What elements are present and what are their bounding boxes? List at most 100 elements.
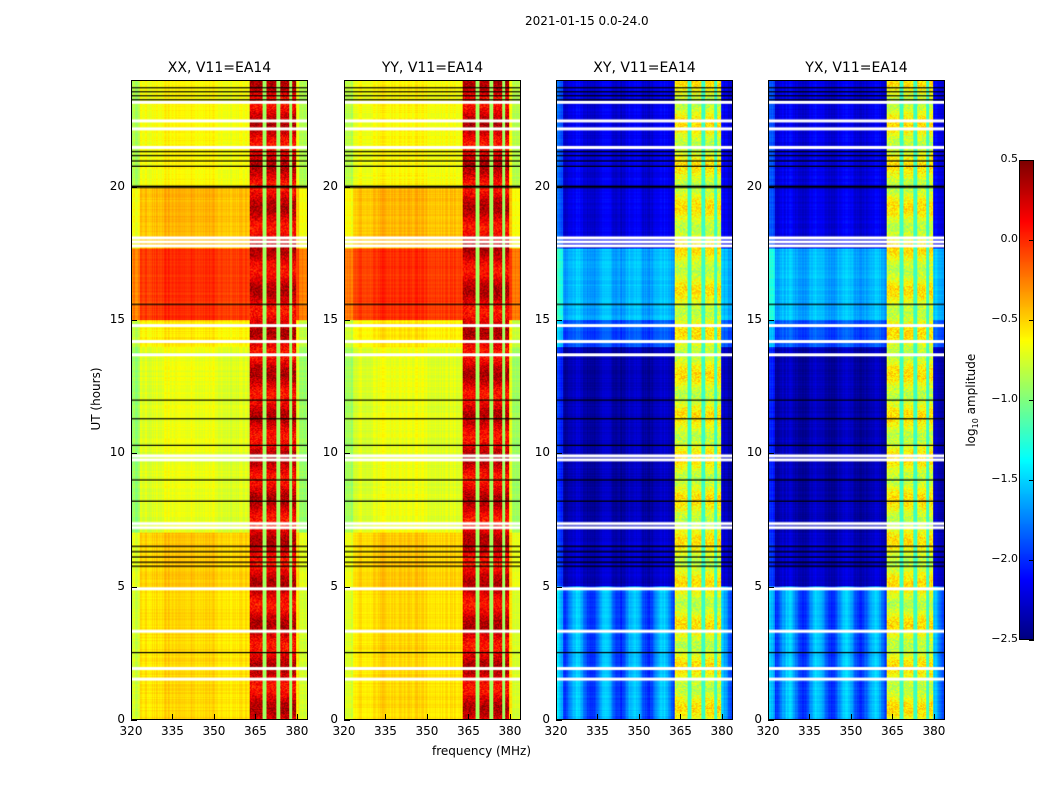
y-tick-label: 20 xyxy=(534,178,550,193)
colorbar-label-log: log xyxy=(963,428,978,447)
y-tick-mark xyxy=(131,186,137,188)
colorbar-tick-label: 0.0 xyxy=(1000,232,1019,245)
x-tick-mark xyxy=(213,714,215,720)
y-axis-label: UT (hours) xyxy=(89,367,103,431)
y-tick-mark xyxy=(556,453,562,455)
x-tick-label: 380 xyxy=(922,724,946,738)
y-tick-mark xyxy=(556,586,562,588)
colorbar-tick-label: −1.0 xyxy=(991,392,1018,405)
colorbar-tick-label: −1.5 xyxy=(991,472,1018,485)
x-tick-mark xyxy=(426,714,428,720)
x-tick-mark xyxy=(131,714,132,720)
heatmap-image xyxy=(345,81,520,719)
x-tick-mark xyxy=(850,714,852,720)
x-tick-mark xyxy=(768,714,769,720)
colorbar-gradient xyxy=(1020,161,1033,639)
y-tick-label: 5 xyxy=(330,578,338,593)
y-tick-label: 0 xyxy=(754,712,762,726)
y-tick-mark xyxy=(768,320,774,321)
y-tick-mark xyxy=(344,320,350,321)
x-tick-mark xyxy=(468,714,470,720)
panel-title: XY, V11=EA14 xyxy=(593,60,696,76)
y-tick-label: 10 xyxy=(109,445,125,460)
x-tick-label: 320 xyxy=(544,724,568,738)
y-tick-label: 15 xyxy=(109,312,125,326)
panel-title: XX, V11=EA14 xyxy=(167,60,272,76)
x-tick-mark xyxy=(638,714,640,720)
y-tick-label: 15 xyxy=(322,312,338,326)
y-tick-label: 5 xyxy=(754,578,762,593)
x-tick-label: 350 xyxy=(415,724,439,738)
x-tick-mark xyxy=(509,714,511,720)
x-tick-mark xyxy=(892,714,894,720)
x-tick-label: 320 xyxy=(119,724,143,738)
suptitle: 2021-01-15 0.0-24.0 xyxy=(525,14,649,28)
colorbar-tick-label: −2.5 xyxy=(991,632,1018,645)
x-tick-label: 350 xyxy=(202,724,226,738)
x-tick-label: 335 xyxy=(374,724,397,738)
x-tick-mark xyxy=(255,714,257,720)
y-tick-label: 0 xyxy=(542,712,550,726)
colorbar-tick-label: −2.0 xyxy=(991,552,1018,565)
y-tick-label: 20 xyxy=(746,178,762,193)
x-tick-mark xyxy=(296,714,298,720)
y-tick-mark xyxy=(344,186,350,188)
y-tick-mark xyxy=(768,453,774,455)
x-tick-label: 380 xyxy=(498,724,522,738)
x-tick-mark xyxy=(721,714,723,720)
x-tick-label: 335 xyxy=(798,724,821,738)
x-tick-mark xyxy=(680,714,682,720)
y-tick-mark xyxy=(556,186,562,188)
heatmap-image xyxy=(557,81,732,719)
y-tick-mark xyxy=(131,320,137,321)
heatmap-image xyxy=(769,81,944,719)
colorbar-tick-label: −0.5 xyxy=(991,312,1018,325)
y-tick-mark xyxy=(131,720,137,721)
colorbar-tick-mark xyxy=(1029,640,1034,641)
colorbar-tick-mark xyxy=(1029,240,1034,241)
x-tick-label: 365 xyxy=(669,724,692,738)
y-tick-label: 5 xyxy=(542,578,550,593)
x-tick-label: 365 xyxy=(244,724,267,738)
y-tick-label: 15 xyxy=(746,312,762,326)
y-tick-mark xyxy=(768,586,774,588)
x-tick-label: 320 xyxy=(332,724,356,738)
heatmap-panel-yy xyxy=(344,80,521,720)
y-tick-mark xyxy=(344,586,350,588)
y-tick-label: 5 xyxy=(117,578,125,593)
heatmap-panel-yx xyxy=(768,80,945,720)
y-tick-mark xyxy=(768,720,774,721)
x-tick-mark xyxy=(344,714,345,720)
y-tick-label: 10 xyxy=(322,445,338,460)
heatmap-panel-xy xyxy=(556,80,733,720)
x-axis-label: frequency (MHz) xyxy=(432,744,532,758)
y-tick-label: 0 xyxy=(117,712,125,726)
heatmap-panel-xx xyxy=(131,80,308,720)
y-tick-mark xyxy=(556,720,562,721)
y-tick-mark xyxy=(344,453,350,455)
colorbar-label-rest: amplitude xyxy=(963,353,978,419)
x-tick-mark xyxy=(172,714,174,720)
x-tick-mark xyxy=(809,714,811,720)
panel-title: YY, V11=EA14 xyxy=(381,60,484,76)
x-tick-label: 380 xyxy=(285,724,309,738)
x-tick-label: 350 xyxy=(627,724,651,738)
y-tick-mark xyxy=(131,586,137,588)
colorbar-label: log10 amplitude xyxy=(964,350,980,450)
y-tick-label: 15 xyxy=(534,312,550,326)
y-tick-mark xyxy=(556,320,562,321)
x-tick-mark xyxy=(556,714,557,720)
x-tick-mark xyxy=(933,714,935,720)
colorbar-label-sub: 10 xyxy=(971,418,981,429)
x-tick-label: 365 xyxy=(881,724,904,738)
y-tick-mark xyxy=(131,453,137,455)
x-tick-mark xyxy=(597,714,599,720)
y-tick-label: 10 xyxy=(534,445,550,460)
y-tick-label: 20 xyxy=(322,178,338,193)
x-tick-label: 335 xyxy=(161,724,184,738)
x-tick-label: 335 xyxy=(586,724,609,738)
x-tick-label: 380 xyxy=(710,724,734,738)
x-tick-label: 365 xyxy=(457,724,480,738)
y-tick-mark xyxy=(344,720,350,721)
colorbar-tick-mark xyxy=(1029,560,1034,561)
